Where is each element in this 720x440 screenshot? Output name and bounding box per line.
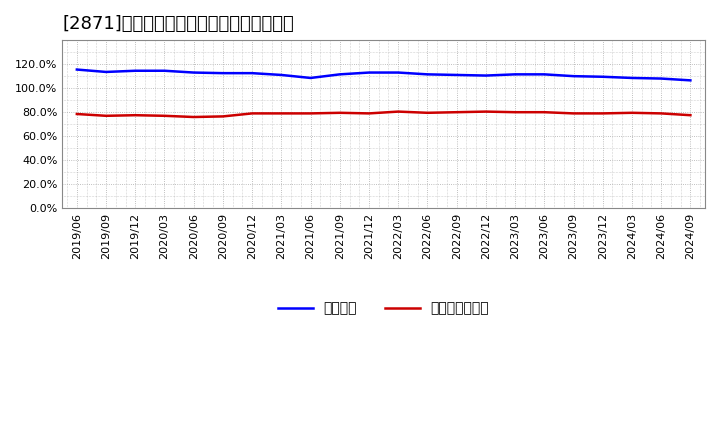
固定比率 (686, 78, 695, 83)
固定長期適合率 (102, 113, 110, 118)
固定比率 (423, 72, 432, 77)
Line: 固定長期適合率: 固定長期適合率 (77, 112, 690, 117)
固定比率 (189, 70, 198, 75)
固定長期適合率 (365, 111, 374, 116)
固定比率 (277, 72, 286, 77)
固定比率 (306, 75, 315, 81)
Line: 固定比率: 固定比率 (77, 70, 690, 81)
固定長期適合率 (131, 113, 140, 118)
固定比率 (336, 72, 344, 77)
固定比率 (73, 67, 81, 72)
固定長期適合率 (598, 111, 607, 116)
固定比率 (160, 68, 168, 73)
固定比率 (482, 73, 490, 78)
固定長期適合率 (452, 110, 461, 115)
固定比率 (394, 70, 402, 75)
固定比率 (570, 73, 578, 79)
固定長期適合率 (219, 114, 228, 119)
固定比率 (102, 70, 110, 75)
固定長期適合率 (423, 110, 432, 115)
Text: [2871]　固定比率、固定長期適合率の推移: [2871] 固定比率、固定長期適合率の推移 (62, 15, 294, 33)
固定比率 (540, 72, 549, 77)
固定長期適合率 (540, 110, 549, 115)
固定長期適合率 (657, 111, 665, 116)
固定比率 (598, 74, 607, 79)
固定長期適合率 (189, 114, 198, 120)
固定長期適合率 (248, 111, 256, 116)
固定長期適合率 (570, 111, 578, 116)
固定長期適合率 (73, 111, 81, 117)
固定長期適合率 (482, 109, 490, 114)
Legend: 固定比率, 固定長期適合率: 固定比率, 固定長期適合率 (272, 296, 495, 321)
固定比率 (657, 76, 665, 81)
固定長期適合率 (628, 110, 636, 115)
固定長期適合率 (160, 113, 168, 118)
固定長期適合率 (336, 110, 344, 115)
固定長期適合率 (277, 111, 286, 116)
固定比率 (510, 72, 519, 77)
固定比率 (452, 72, 461, 77)
固定長期適合率 (306, 111, 315, 116)
固定比率 (628, 75, 636, 81)
固定長期適合率 (510, 110, 519, 115)
固定比率 (365, 70, 374, 75)
固定長期適合率 (686, 113, 695, 118)
固定長期適合率 (394, 109, 402, 114)
固定比率 (131, 68, 140, 73)
固定比率 (219, 70, 228, 76)
固定比率 (248, 70, 256, 76)
